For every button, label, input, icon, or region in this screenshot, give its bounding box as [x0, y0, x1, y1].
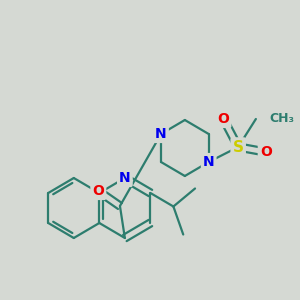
Text: N: N: [203, 155, 214, 169]
Text: O: O: [260, 145, 272, 159]
Text: O: O: [92, 184, 104, 198]
Text: CH₃: CH₃: [270, 112, 295, 125]
Text: N: N: [119, 171, 131, 185]
Text: O: O: [218, 112, 230, 126]
Text: S: S: [233, 140, 244, 154]
Text: N: N: [155, 127, 167, 141]
